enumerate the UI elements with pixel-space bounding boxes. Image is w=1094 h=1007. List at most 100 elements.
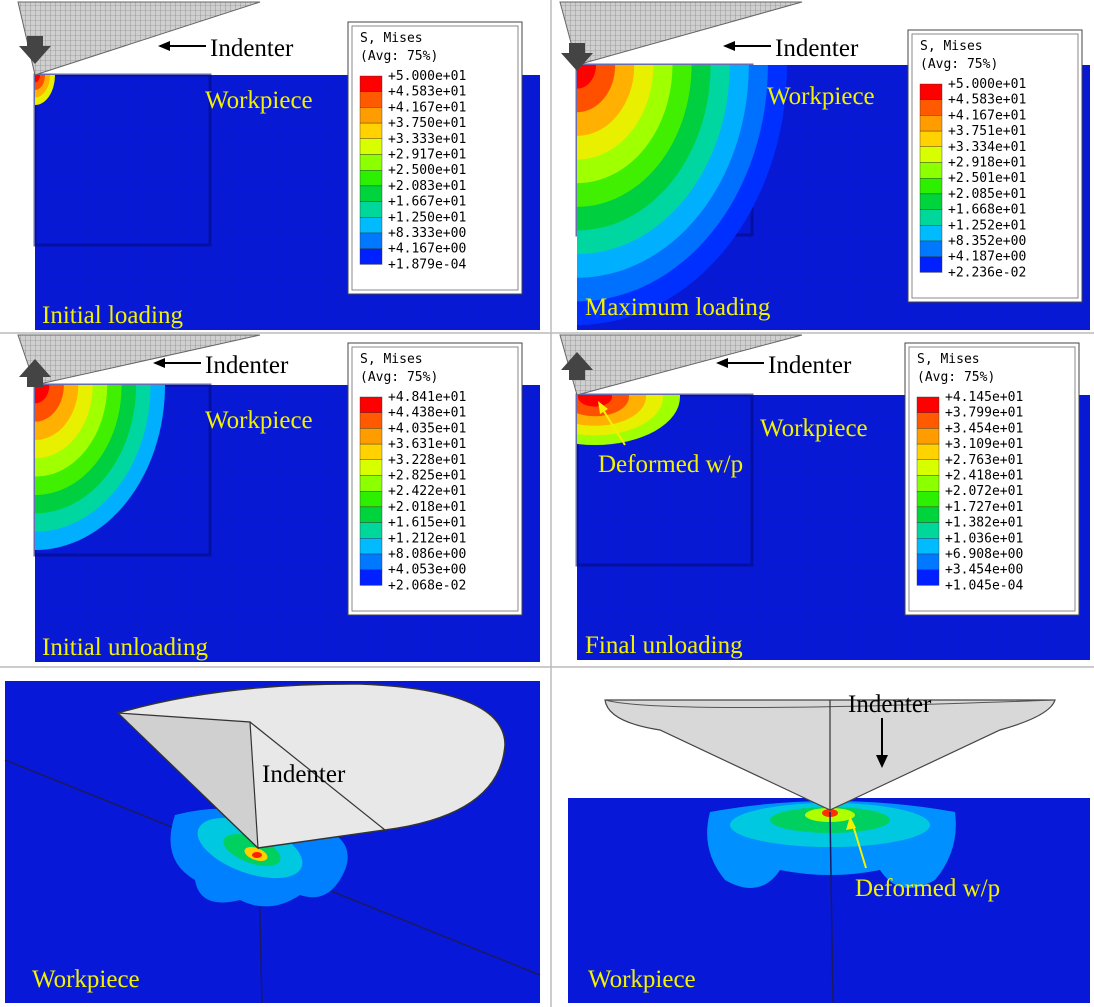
legend-level: +2.825e+01 (388, 469, 466, 484)
legend-swatch (920, 194, 942, 210)
legend-swatch (360, 186, 382, 202)
legend-level: +2.072e+01 (945, 484, 1023, 499)
legend-subtitle: (Avg: 75%) (920, 57, 998, 72)
legend-swatch (360, 249, 382, 265)
legend-level: +5.000e+01 (388, 69, 466, 84)
legend-swatch (920, 147, 942, 163)
legend-swatch (360, 107, 382, 123)
indenter-label: Indenter (262, 761, 346, 788)
legend-level: +2.236e-02 (948, 265, 1026, 280)
legend-level: +1.667e+01 (388, 195, 466, 210)
indenter-label: Indenter (768, 352, 852, 379)
legend-swatch (360, 123, 382, 139)
legend-level: +1.879e-04 (388, 257, 466, 272)
legend: S, Mises(Avg: 75%)+4.145e+01+3.799e+01+3… (905, 343, 1079, 615)
legend-level: +4.187e+00 (948, 250, 1026, 265)
stress-contour (252, 852, 262, 858)
legend-level: +8.352e+00 (948, 234, 1026, 249)
legend-level: +2.018e+01 (388, 500, 466, 515)
legend-level: +2.918e+01 (948, 156, 1026, 171)
stage-label: Maximum loading (585, 294, 771, 321)
legend-swatch (360, 444, 382, 460)
legend-level: +3.631e+01 (388, 437, 466, 452)
legend-level: +1.252e+01 (948, 218, 1026, 233)
legend-swatch (920, 131, 942, 147)
indenter-label: Indenter (848, 691, 932, 718)
indenter-label: Indenter (775, 35, 859, 62)
legend-swatch (920, 163, 942, 179)
legend-level: +2.500e+01 (388, 163, 466, 178)
legend-swatch (917, 538, 939, 554)
legend-swatch (920, 241, 942, 257)
legend-level: +3.454e+01 (945, 421, 1023, 436)
legend-level: +4.167e+00 (388, 242, 466, 257)
legend-level: +8.333e+00 (388, 226, 466, 241)
deformed-label: Deformed w/p (855, 875, 1000, 902)
legend-level: +4.841e+01 (388, 390, 466, 405)
legend-level: +3.799e+01 (945, 406, 1023, 421)
legend-swatch (920, 100, 942, 116)
legend-level: +2.085e+01 (948, 187, 1026, 202)
figure: Indenter Workpiece Initial loading S, Mises… (0, 0, 1094, 1007)
workpiece-label: Workpiece (588, 966, 696, 993)
legend-title: S, Mises (917, 352, 980, 367)
legend-swatch (360, 202, 382, 218)
legend-level: +4.583e+01 (948, 93, 1026, 108)
legend-level: +3.228e+01 (388, 453, 466, 468)
legend-swatch (360, 476, 382, 492)
legend-swatch (920, 115, 942, 131)
legend-level: +2.501e+01 (948, 171, 1026, 186)
workpiece-label: Workpiece (760, 415, 868, 442)
legend-swatch (360, 523, 382, 539)
legend-level: +1.668e+01 (948, 203, 1026, 218)
legend-level: +1.212e+01 (388, 531, 466, 546)
legend-subtitle: (Avg: 75%) (360, 370, 438, 385)
indenter-label: Indenter (205, 352, 289, 379)
legend-level: +3.750e+01 (388, 116, 466, 131)
legend-swatch (917, 570, 939, 586)
legend-level: +2.763e+01 (945, 453, 1023, 468)
legend-swatch (360, 507, 382, 523)
legend-swatch (917, 507, 939, 523)
legend-level: +2.083e+01 (388, 179, 466, 194)
legend-subtitle: (Avg: 75%) (917, 370, 995, 385)
legend-level: +1.250e+01 (388, 210, 466, 225)
legend-swatch (360, 155, 382, 171)
legend-swatch (360, 139, 382, 155)
legend-swatch (920, 210, 942, 226)
legend-level: +2.917e+01 (388, 148, 466, 163)
legend-level: +8.086e+00 (388, 547, 466, 562)
legend-swatch (917, 460, 939, 476)
legend-swatch (360, 217, 382, 233)
legend-swatch (360, 570, 382, 586)
legend-level: +3.333e+01 (388, 132, 466, 147)
legend-level: +3.109e+01 (945, 437, 1023, 452)
legend-swatch (917, 444, 939, 460)
legend-level: +5.000e+01 (948, 77, 1026, 92)
legend-level: +4.035e+01 (388, 421, 466, 436)
legend-swatch (360, 538, 382, 554)
workpiece-label: Workpiece (767, 83, 875, 110)
stage-label: Initial unloading (42, 634, 208, 661)
legend-title: S, Mises (360, 352, 423, 367)
legend-level: +1.036e+01 (945, 531, 1023, 546)
legend-level: +2.068e-02 (388, 578, 466, 593)
legend-level: +1.045e-04 (945, 578, 1023, 593)
stage-label: Initial loading (42, 302, 183, 329)
stage-label: Final unloading (585, 632, 743, 659)
legend-swatch (360, 92, 382, 108)
legend-swatch (917, 397, 939, 413)
legend-swatch (920, 178, 942, 194)
legend-level: +4.167e+01 (948, 108, 1026, 123)
deformed-label: Deformed w/p (598, 451, 743, 478)
legend-swatch (360, 460, 382, 476)
legend: S, Mises(Avg: 75%)+5.000e+01+4.583e+01+4… (908, 30, 1082, 302)
legend-swatch (360, 491, 382, 507)
legend-level: +3.334e+01 (948, 140, 1026, 155)
legend-level: +6.908e+00 (945, 547, 1023, 562)
legend-title: S, Mises (360, 31, 423, 46)
legend-swatch (917, 413, 939, 429)
legend-swatch (360, 554, 382, 570)
legend-level: +3.751e+01 (948, 124, 1026, 139)
